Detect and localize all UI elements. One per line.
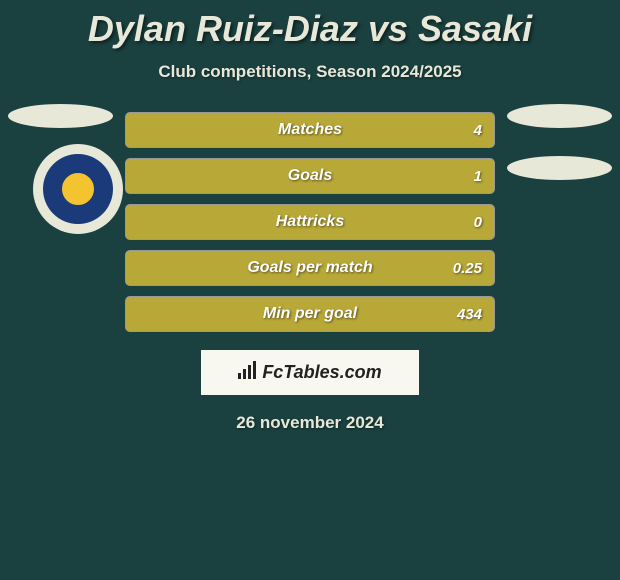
date-text: 26 november 2024 <box>0 413 620 433</box>
branding-text: FcTables.com <box>262 362 381 383</box>
stat-label: Matches <box>278 121 342 139</box>
left-player-placeholders <box>8 104 113 156</box>
club-logo-placeholder <box>507 156 612 180</box>
club-ball-icon <box>60 171 96 207</box>
stat-row-goals-per-match: Goals per match 0.25 <box>125 250 495 286</box>
stat-row-matches: Matches 4 <box>125 112 495 148</box>
content-area: Matches 4 Goals 1 Hattricks 0 Goals per … <box>0 112 620 433</box>
right-player-placeholders <box>507 104 612 208</box>
stat-label: Hattricks <box>276 213 344 231</box>
branding-box[interactable]: FcTables.com <box>201 350 419 395</box>
player-photo-placeholder <box>507 104 612 128</box>
stat-value: 434 <box>457 306 482 323</box>
chart-icon <box>238 361 258 384</box>
stat-value: 1 <box>474 168 482 185</box>
club-logo-left <box>33 144 123 234</box>
stat-label: Goals <box>288 167 332 185</box>
stat-label: Min per goal <box>263 305 357 323</box>
comparison-title: Dylan Ruiz-Diaz vs Sasaki <box>0 0 620 50</box>
club-logo-inner <box>43 154 113 224</box>
stat-row-min-per-goal: Min per goal 434 <box>125 296 495 332</box>
stat-value: 4 <box>474 122 482 139</box>
player-photo-placeholder <box>8 104 113 128</box>
stats-container: Matches 4 Goals 1 Hattricks 0 Goals per … <box>125 112 495 332</box>
stat-value: 0 <box>474 214 482 231</box>
stat-row-goals: Goals 1 <box>125 158 495 194</box>
stat-row-hattricks: Hattricks 0 <box>125 204 495 240</box>
stat-label: Goals per match <box>247 259 372 277</box>
subtitle: Club competitions, Season 2024/2025 <box>0 62 620 82</box>
stat-value: 0.25 <box>453 260 482 277</box>
